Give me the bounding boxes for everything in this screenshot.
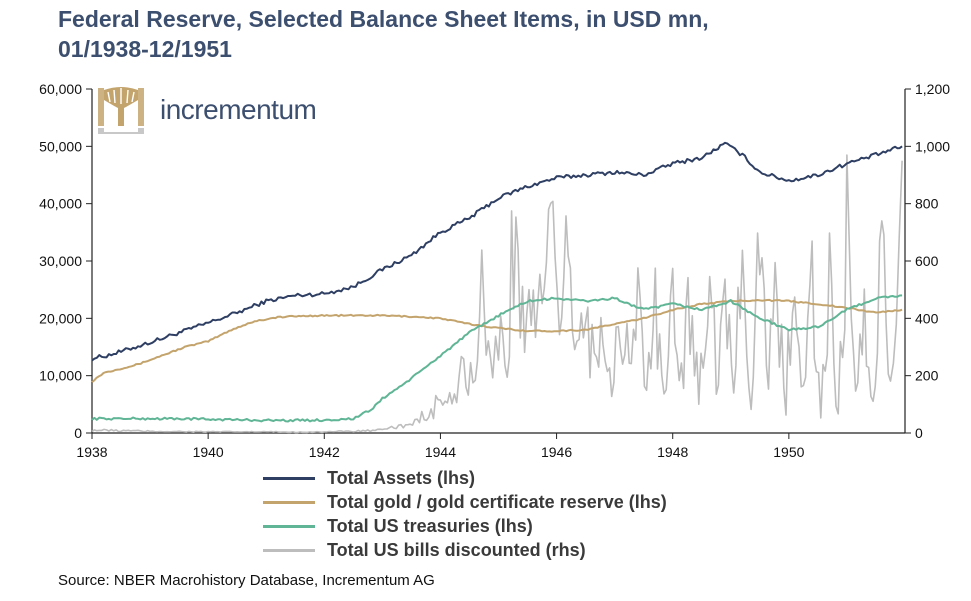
x-tick-label: 1944 — [425, 444, 456, 460]
tree-logo-icon — [98, 86, 144, 134]
y-right-tick-label: 1,000 — [915, 138, 950, 154]
legend-swatch-gold — [263, 500, 315, 504]
legend-label-gold: Total gold / gold certificate reserve (l… — [327, 491, 667, 512]
y-left-tick-label: 20,000 — [39, 310, 82, 326]
y-left-tick-label: 30,000 — [39, 253, 82, 269]
y-left-tick-label: 0 — [74, 425, 82, 441]
x-tick-label: 1942 — [309, 444, 340, 460]
legend-label-total-assets: Total Assets (lhs) — [327, 467, 476, 488]
series-line-gold — [91, 298, 903, 383]
legend-label-treasuries: Total US treasuries (lhs) — [327, 515, 533, 536]
series-line-total-assets — [91, 141, 903, 362]
legend-swatch-treasuries — [263, 524, 315, 528]
y-left-tick-label: 40,000 — [39, 196, 82, 212]
y-right-tick-label: 800 — [915, 196, 939, 212]
chart-title: Federal Reserve, Selected Balance Sheet … — [58, 4, 938, 64]
y-right-tick-label: 1,200 — [915, 81, 950, 97]
legend-item-treasuries: Total US treasuries (lhs) — [263, 514, 667, 538]
y-right-tick-label: 400 — [915, 310, 939, 326]
incrementum-logo: incrementum — [98, 86, 317, 134]
y-left-tick-label: 50,000 — [39, 138, 82, 154]
y-right-tick-label: 200 — [915, 368, 939, 384]
legend-item-bills: Total US bills discounted (rhs) — [263, 538, 667, 562]
chart-title-line-1: Federal Reserve, Selected Balance Sheet … — [58, 6, 709, 32]
chart-title-line-2: 01/1938-12/1951 — [58, 36, 232, 62]
chart-legend: Total Assets (lhs) Total gold / gold cer… — [263, 466, 667, 562]
series-line-treasuries — [91, 294, 903, 423]
legend-item-gold: Total gold / gold certificate reserve (l… — [263, 490, 667, 514]
y-right-tick-label: 600 — [915, 253, 939, 269]
y-right-tick-label: 0 — [915, 425, 923, 441]
series-line-bills — [91, 154, 903, 434]
y-left-tick-label: 10,000 — [39, 368, 82, 384]
y-left-tick-label: 60,000 — [39, 81, 82, 97]
x-tick-label: 1948 — [657, 444, 688, 460]
chart-series — [91, 141, 903, 434]
x-tick-label: 1950 — [773, 444, 804, 460]
chart-axes: 0 10,000 20,000 30,000 40,000 50,000 60,000 0 20… — [39, 81, 950, 460]
legend-label-bills: Total US bills discounted (rhs) — [327, 539, 586, 560]
legend-item-total-assets: Total Assets (lhs) — [263, 466, 667, 490]
x-tick-label: 1938 — [76, 444, 107, 460]
x-tick-label: 1940 — [193, 444, 224, 460]
logo-wordmark: incrementum — [160, 94, 317, 125]
source-note: Source: NBER Macrohistory Database, Incr… — [58, 572, 435, 589]
x-tick-label: 1946 — [541, 444, 572, 460]
legend-swatch-bills — [263, 548, 315, 552]
chart-plot: 0 10,000 20,000 30,000 40,000 50,000 60,000 0 20… — [39, 81, 950, 460]
legend-swatch-total-assets — [263, 476, 315, 480]
